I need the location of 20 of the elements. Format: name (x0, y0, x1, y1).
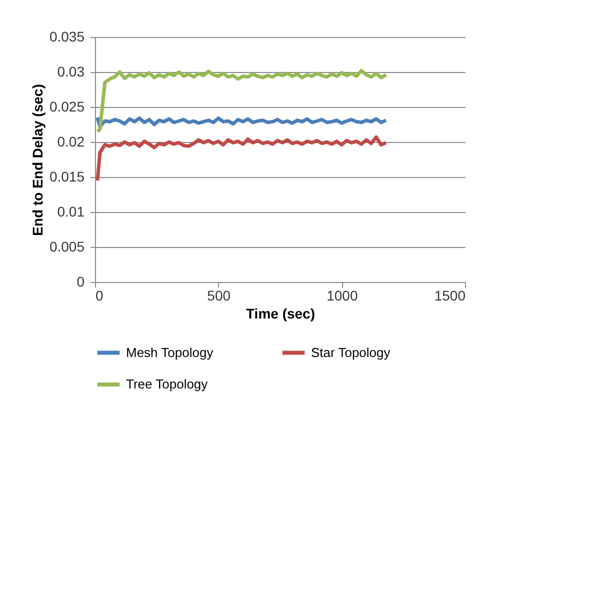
y-tick-label: 0.01 (57, 204, 85, 220)
line-series (96, 135, 388, 182)
y-axis-title: End to End Delay (sec) (29, 84, 46, 236)
line-series (96, 116, 388, 128)
legend-label: Star Topology (311, 344, 391, 360)
line-series (96, 68, 388, 134)
x-tick-label: 1500 (434, 288, 466, 304)
legend-label: Mesh Topology (126, 344, 214, 360)
x-tick-label: 500 (207, 288, 231, 304)
y-tick-label: 0.015 (49, 168, 85, 184)
x-tick-label: 1000 (326, 288, 358, 304)
x-tick-label: 0 (96, 288, 104, 304)
y-tick-label: 0.035 (49, 28, 85, 44)
x-axis-title: Time (sec) (246, 306, 315, 322)
y-tick-label: 0 (76, 274, 85, 290)
legend-label: Tree Topology (126, 376, 208, 392)
y-tick-label: 0.03 (57, 64, 85, 80)
y-tick-label: 0.025 (49, 98, 85, 114)
y-tick-label: 0.02 (57, 134, 85, 150)
y-tick-label: 0.005 (49, 238, 85, 254)
